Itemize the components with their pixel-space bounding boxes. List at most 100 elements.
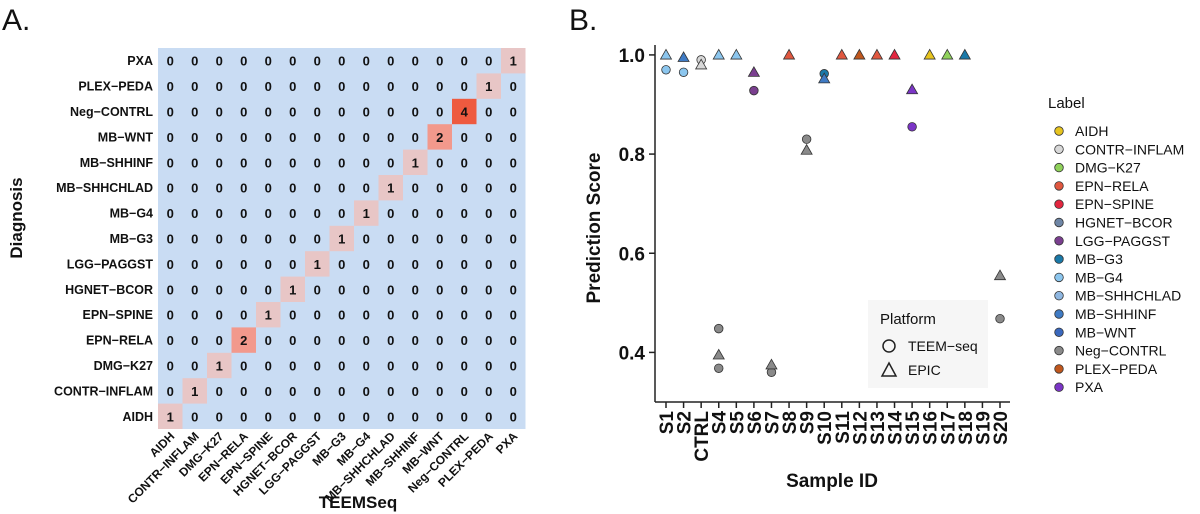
heatmap-cell-value: 0 bbox=[240, 105, 247, 120]
legend-swatch bbox=[1054, 327, 1064, 338]
heatmap-cell-value: 0 bbox=[436, 181, 443, 196]
heatmap-cell-value: 0 bbox=[485, 232, 492, 247]
heatmap-cell-value: 0 bbox=[412, 359, 419, 374]
heatmap-cell-value: 0 bbox=[191, 54, 198, 69]
heatmap-cell-value: 0 bbox=[240, 257, 247, 272]
heatmap-cell-value: 0 bbox=[314, 155, 321, 170]
heatmap-cell-value: 0 bbox=[240, 206, 247, 221]
heatmap-cell-value: 0 bbox=[363, 359, 370, 374]
heatmap-cell-value: 0 bbox=[436, 384, 443, 399]
heatmap-cell-value: 1 bbox=[338, 232, 345, 247]
heatmap-cell-value: 0 bbox=[191, 79, 198, 94]
heatmap-cell bbox=[452, 98, 477, 125]
legend-swatch bbox=[1054, 254, 1064, 264]
heatmap-y-tick-label: PLEX−PEDA bbox=[78, 80, 153, 94]
platform-legend-label: TEEM−seq bbox=[908, 338, 978, 354]
heatmap-cell-value: 0 bbox=[510, 206, 517, 221]
teem-seq-point bbox=[714, 363, 724, 373]
heatmap-cell-value: 0 bbox=[510, 359, 517, 374]
heatmap-cell-value: 0 bbox=[436, 359, 443, 374]
heatmap-cell-value: 0 bbox=[265, 155, 272, 170]
heatmap-cell-value: 0 bbox=[167, 105, 174, 120]
heatmap-cell-value: 0 bbox=[363, 409, 370, 424]
heatmap-cell-value: 0 bbox=[461, 384, 468, 399]
heatmap-cell-value: 0 bbox=[167, 54, 174, 69]
platform-legend-circle-icon bbox=[882, 339, 896, 353]
heatmap-cell bbox=[427, 124, 452, 150]
legend-entry-label: MB−G4 bbox=[1075, 269, 1123, 285]
epic-point bbox=[747, 65, 761, 77]
heatmap-cell-value: 0 bbox=[485, 105, 492, 120]
heatmap-cell-value: 0 bbox=[289, 181, 296, 196]
heatmap-cell-value: 0 bbox=[485, 206, 492, 221]
heatmap-cell-value: 0 bbox=[363, 54, 370, 69]
legend-entry-label: MB−G3 bbox=[1075, 251, 1123, 267]
scatter-x-tick-label: S13 bbox=[868, 411, 889, 445]
heatmap-y-tick-label: LGG−PAGGST bbox=[67, 257, 154, 271]
heatmap-cell-value: 0 bbox=[240, 308, 247, 323]
heatmap-cell-value: 0 bbox=[289, 79, 296, 94]
teem-seq-point bbox=[678, 67, 689, 77]
heatmap-cell-value: 0 bbox=[461, 232, 468, 247]
heatmap-cell bbox=[403, 149, 428, 175]
heatmap-cell-value: 0 bbox=[191, 181, 198, 196]
heatmap-cell-value: 0 bbox=[485, 384, 492, 399]
heatmap-cell-value: 0 bbox=[216, 79, 223, 94]
heatmap-cell-value: 0 bbox=[216, 308, 223, 323]
panel-a-label: A. bbox=[2, 4, 30, 37]
heatmap-cell-value: 0 bbox=[485, 359, 492, 374]
heatmap-cell-value: 0 bbox=[216, 232, 223, 247]
heatmap-cell-value: 0 bbox=[485, 181, 492, 196]
heatmap-cell-value: 1 bbox=[289, 282, 296, 297]
legend-entry-label: EPN−RELA bbox=[1075, 178, 1149, 194]
scatter-x-tick-label: CTRL bbox=[692, 411, 713, 462]
heatmap-cell-value: 0 bbox=[412, 384, 419, 399]
heatmap-cell-value: 0 bbox=[363, 257, 370, 272]
epic-point bbox=[923, 48, 936, 60]
legend-swatch bbox=[1054, 291, 1064, 301]
scatter-x-tick-label: S17 bbox=[938, 411, 959, 445]
heatmap-cell-value: 0 bbox=[436, 105, 443, 120]
heatmap-cell-value: 0 bbox=[216, 409, 223, 424]
heatmap-cell-value: 0 bbox=[436, 54, 443, 69]
heatmap-cell-value: 0 bbox=[510, 257, 517, 272]
heatmap-cell-value: 0 bbox=[485, 130, 492, 145]
epic-point bbox=[870, 48, 884, 60]
heatmap-cell-value: 0 bbox=[314, 181, 321, 196]
scatter-y-axis-title: Prediction Score bbox=[584, 153, 605, 304]
heatmap-cell-value: 0 bbox=[314, 206, 321, 221]
scatter-x-tick-label: S10 bbox=[815, 411, 836, 445]
heatmap-cell-value: 0 bbox=[387, 333, 394, 348]
heatmap-cell-value: 0 bbox=[314, 54, 321, 69]
heatmap-cell-value: 0 bbox=[216, 130, 223, 145]
heatmap-cell-value: 0 bbox=[387, 130, 394, 145]
scatter-x-tick-label: S7 bbox=[762, 411, 783, 434]
heatmap-cell-value: 0 bbox=[338, 79, 345, 94]
heatmap-cell-value: 0 bbox=[510, 409, 517, 424]
heatmap-cell-value: 0 bbox=[289, 257, 296, 272]
platform-legend: Platform TEEM−seq EPIC bbox=[868, 300, 988, 388]
heatmap-cell-value: 0 bbox=[265, 384, 272, 399]
scatter-y-tick-label: 0.6 bbox=[619, 244, 645, 265]
heatmap-cell-value: 0 bbox=[240, 54, 247, 69]
heatmap-y-tick-label: Neg−CONTRL bbox=[70, 105, 153, 119]
heatmap-cell-value: 0 bbox=[338, 333, 345, 348]
heatmap-cell-value: 0 bbox=[289, 206, 296, 221]
heatmap-cell-value: 0 bbox=[485, 54, 492, 69]
scatter-x-tick-label: S14 bbox=[886, 411, 907, 445]
heatmap-y-tick-label: AIDH bbox=[122, 410, 153, 424]
heatmap-cell-value: 0 bbox=[216, 282, 223, 297]
legend-swatch bbox=[1054, 309, 1064, 319]
heatmap-cell-value: 0 bbox=[412, 181, 419, 196]
heatmap-cell-value: 0 bbox=[436, 232, 443, 247]
heatmap-cell-value: 0 bbox=[436, 206, 443, 221]
heatmap-cell-value: 0 bbox=[412, 79, 419, 94]
heatmap-cell-value: 0 bbox=[510, 384, 517, 399]
heatmap-cell-value: 0 bbox=[412, 206, 419, 221]
heatmap-cell-value: 0 bbox=[338, 181, 345, 196]
heatmap-cell-value: 2 bbox=[436, 130, 443, 145]
legend-entry-label: HGNET−BCOR bbox=[1075, 215, 1173, 231]
heatmap-cell-value: 0 bbox=[265, 282, 272, 297]
heatmap-cell-value: 1 bbox=[167, 409, 174, 424]
